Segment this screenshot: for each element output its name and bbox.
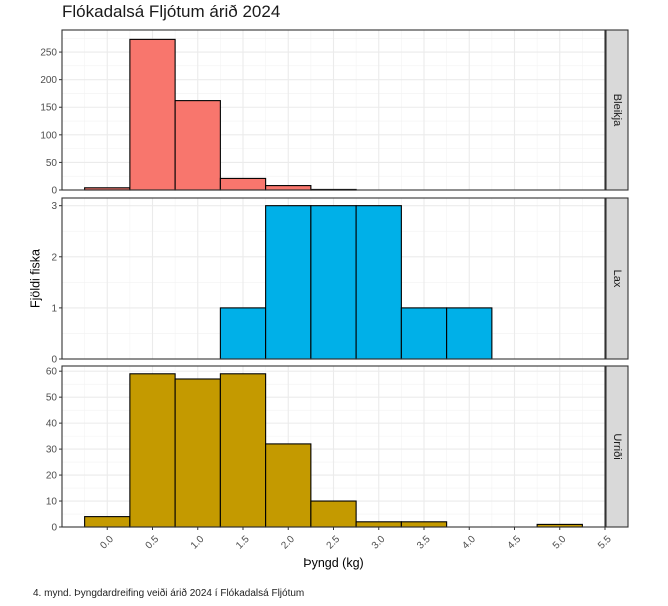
facet-label: Bleikja — [611, 94, 623, 127]
histogram-bar — [219, 373, 267, 528]
y-tick-label: 0 — [51, 523, 57, 534]
histogram-bar — [310, 205, 357, 360]
x-axis-title: Þyngd (kg) — [303, 556, 363, 570]
histogram-bar — [355, 205, 402, 360]
y-tick-label: 100 — [40, 130, 57, 141]
histogram-bar — [219, 177, 267, 191]
histogram-bar — [355, 521, 402, 528]
x-tick-label: 1.0 — [189, 534, 207, 552]
histogram-bar — [446, 307, 493, 360]
x-tick-label: 3.0 — [370, 534, 388, 552]
chart-title: Flókadalsá Fljótum árið 2024 — [62, 2, 281, 21]
histogram-bar — [310, 500, 357, 528]
histogram-bar — [265, 205, 312, 360]
x-tick-label: 2.5 — [325, 534, 343, 552]
histogram-bar — [174, 378, 221, 528]
y-tick-label: 50 — [46, 393, 58, 404]
x-tick-label: 5.0 — [551, 534, 569, 552]
histogram-bar — [84, 516, 131, 528]
x-tick-label: 0.5 — [144, 534, 162, 552]
y-tick-label: 200 — [40, 75, 57, 86]
x-tick-label: 4.5 — [506, 534, 524, 552]
x-tick-label: 4.0 — [460, 534, 478, 552]
x-tick-label: 5.5 — [596, 534, 614, 552]
y-tick-label: 40 — [46, 419, 58, 430]
facet-label: Urriði — [611, 433, 623, 459]
histogram-bar — [265, 185, 312, 191]
figure-caption: 4. mynd. Þyngdardreifing veiði árið 2024… — [33, 588, 305, 599]
y-tick-label: 50 — [46, 158, 58, 169]
facet-strip — [605, 29, 629, 191]
histogram-bar — [174, 100, 221, 191]
y-axis-title: Fjöldi fiska — [28, 249, 42, 308]
histogram-bar — [265, 443, 312, 528]
histogram-bar — [400, 521, 448, 528]
y-tick-label: 2 — [51, 252, 57, 263]
y-tick-label: 30 — [46, 445, 58, 456]
y-tick-label: 60 — [46, 367, 58, 378]
y-tick-label: 0 — [51, 355, 57, 366]
histogram-bar — [400, 307, 448, 360]
facet-strip — [605, 197, 629, 360]
histogram-bar — [129, 38, 176, 191]
panel-border — [61, 29, 606, 191]
x-tick-label: 1.5 — [234, 534, 252, 552]
y-tick-label: 20 — [46, 471, 58, 482]
x-tick-label: 3.5 — [415, 534, 433, 552]
x-tick-label: 0.0 — [98, 534, 116, 552]
y-tick-label: 250 — [40, 48, 57, 59]
y-tick-label: 0 — [51, 186, 57, 197]
y-tick-label: 3 — [51, 201, 57, 212]
facet-strip — [605, 365, 629, 528]
facet-label: Lax — [611, 270, 623, 288]
y-tick-label: 10 — [46, 497, 58, 508]
histogram-bar — [219, 307, 267, 360]
y-tick-label: 1 — [51, 303, 57, 314]
histogram-bar — [129, 373, 176, 528]
panel-border — [61, 197, 606, 360]
faceted-histogram: 0 50 100 150 200 250 Bleikja 0 1 2 3 Lax 0 10 20 30 40 50… — [28, 29, 629, 570]
y-tick-label: 150 — [40, 103, 57, 114]
x-tick-label: 2.0 — [279, 534, 297, 552]
